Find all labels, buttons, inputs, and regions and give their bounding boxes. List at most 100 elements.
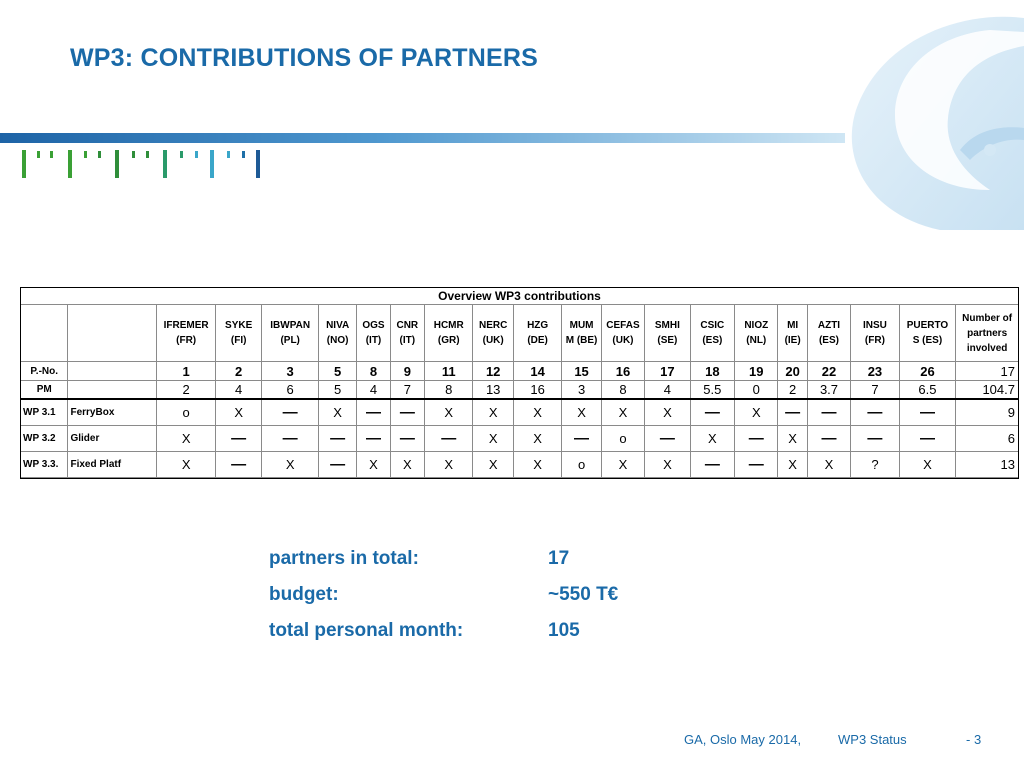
contribution-cell: o [156, 398, 216, 426]
partner-country: (NO) [326, 335, 349, 346]
contribution-cell: — [689, 451, 736, 478]
contribution-cell: X [356, 451, 391, 478]
pno-cell: 9 [389, 361, 426, 381]
contribution-cell: X [472, 451, 514, 478]
wp-total: 13 [955, 451, 1019, 478]
pm-cell: 0 [734, 380, 779, 400]
partner-name: INSU [862, 320, 887, 331]
contribution-cell: — [389, 398, 426, 426]
pm-cell: 3.7 [806, 380, 852, 400]
partner-header-csic: CSIC (ES) [689, 304, 736, 362]
partner-header-puerto: PUERTO S (ES) [898, 304, 957, 362]
footer-event: GA, Oslo May 2014, [684, 732, 802, 747]
partner-name: SMHI [654, 320, 680, 331]
wp-id: WP 3.3. [19, 451, 69, 478]
pno-cell: 14 [512, 361, 563, 381]
personal-month-label: total personal month: [269, 620, 464, 641]
contribution-cell: — [689, 398, 736, 426]
pno-cell: 18 [689, 361, 736, 381]
pm-cell: 13 [472, 380, 514, 400]
partner-country: (UK) [612, 335, 634, 346]
wp-name: FerryBox [67, 398, 158, 426]
contribution-cell: X [512, 451, 563, 478]
partner-name: MI [787, 320, 799, 331]
pm-cell: 6.5 [898, 380, 957, 400]
contribution-cell: X [689, 425, 736, 452]
contribution-cell: X [777, 451, 808, 478]
contribution-cell: X [512, 425, 563, 452]
table-caption: Overview WP3 contributions [20, 287, 1019, 305]
partner-country: (FR) [864, 335, 885, 346]
partner-country: (IT) [399, 335, 416, 346]
total-header: Number of partners involved [955, 304, 1019, 362]
partner-country: (IT) [365, 335, 382, 346]
contribution-cell: — [261, 425, 319, 452]
contribution-cell: — [261, 398, 319, 426]
contribution-cell: — [561, 425, 602, 452]
contribution-cell: X [898, 451, 957, 478]
partner-header-mi: MI (IE) [777, 304, 808, 362]
contribution-cell: — [850, 425, 900, 452]
contribution-cell: — [898, 398, 957, 426]
partner-header-niva: NIVA (NO) [317, 304, 358, 362]
pm-cell: 3 [561, 380, 602, 400]
partner-header-ifremer: IFREMER (FR) [156, 304, 216, 362]
contribution-cell: — [850, 398, 900, 426]
partner-name: HZG [527, 320, 549, 331]
contribution-cell: X [214, 398, 263, 426]
pm-total: 104.7 [955, 380, 1019, 400]
contribution-cell: X [644, 451, 691, 478]
pno-cell: 1 [156, 361, 216, 381]
pm-cell: 8 [423, 380, 474, 400]
wp-name: Fixed Platf [67, 451, 158, 478]
partner-name: AZTI [817, 320, 841, 331]
partner-header-insu: INSU (FR) [850, 304, 900, 362]
pm-cell: 5.5 [689, 380, 736, 400]
footer-page-number: - 3 [966, 732, 982, 747]
partner-country: (ES) [818, 335, 839, 346]
partner-country: (GR) [437, 335, 460, 346]
partner-country: (UK) [482, 335, 504, 346]
pno-cell: 11 [423, 361, 474, 381]
pm-cell: 8 [600, 380, 646, 400]
overview-table: Overview WP3 contributions IFREMER (FR) SYK… [19, 287, 1019, 478]
wp-total: 6 [955, 425, 1019, 452]
partner-country: (PL) [280, 335, 300, 346]
empty-header-cell [19, 304, 69, 362]
pno-cell: 19 [734, 361, 779, 381]
contribution-cell: X [423, 451, 474, 478]
pno-cell: 23 [850, 361, 900, 381]
partners-total-value: 17 [548, 548, 570, 569]
partner-country: (NL) [746, 335, 767, 346]
contribution-cell: — [389, 425, 426, 452]
table-row: WP 3.1 FerryBox o X — X — — X X X X X X — X — — — —9 [19, 398, 1019, 426]
partner-name: MUM [569, 320, 594, 331]
pm-cell: 16 [512, 380, 563, 400]
contribution-cell: — [898, 425, 957, 452]
pno-cell: 15 [561, 361, 602, 381]
contribution-cell: — [214, 451, 263, 478]
partner-name: CEFAS [606, 320, 640, 331]
partner-header-syke: SYKE (FI) [214, 304, 263, 362]
partner-header-smhi: SMHI (SE) [644, 304, 691, 362]
wp-id: WP 3.2 [19, 425, 69, 452]
contribution-cell: X [156, 451, 216, 478]
contribution-cell: — [317, 425, 358, 452]
pm-cell: 5 [317, 380, 358, 400]
partner-name: NIVA [326, 320, 350, 331]
table-row-pm: PM 2 4 6 5 4 7 8 13 16 3 8 4 5.5 0 2 3.7 7 6.5 104.7 [19, 380, 1019, 400]
contribution-cell: X [472, 398, 514, 426]
pm-cell: 4 [644, 380, 691, 400]
contribution-cell: X [777, 425, 808, 452]
wp-name: Glider [67, 425, 158, 452]
contribution-cell: X [472, 425, 514, 452]
contribution-cell: — [806, 398, 852, 426]
contribution-cell: — [423, 425, 474, 452]
budget-value: ~550 T€ [548, 584, 619, 605]
partner-name: PUERTO [906, 320, 949, 331]
table-row-pno: P.-No. 1 2 3 5 8 9 11 12 14 15 16 17 18 19 20 22 23 26 17 [19, 361, 1019, 381]
partner-header-nerc: NERC (UK) [472, 304, 514, 362]
partner-header-azti: AZTI (ES) [806, 304, 852, 362]
partner-header-ibwpan: IBWPAN (PL) [261, 304, 319, 362]
pm-cell: 7 [389, 380, 426, 400]
